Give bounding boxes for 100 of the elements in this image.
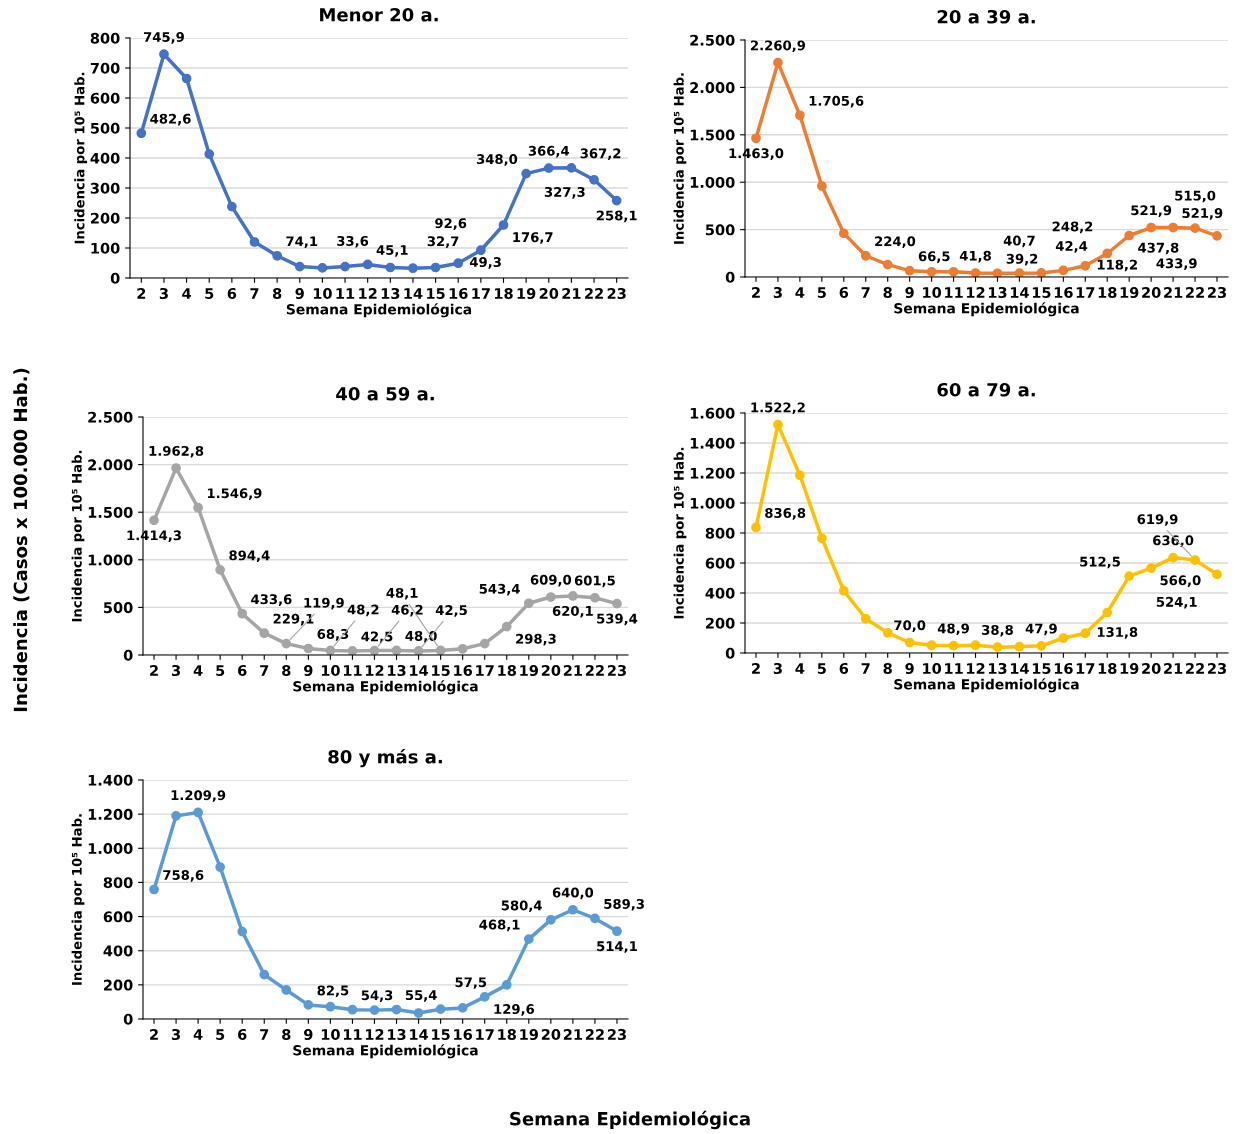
point: [860, 250, 871, 261]
y-axis-title: Incidencia por 10⁵ Hab.: [71, 450, 85, 622]
point: [1146, 563, 1157, 573]
x-tick-label: 22: [585, 1028, 604, 1040]
point: [237, 926, 248, 937]
point: [215, 862, 226, 872]
point: [1146, 222, 1157, 233]
point: [413, 646, 424, 655]
y-tick-label: 1.500: [88, 506, 133, 518]
data-label: 367,2: [580, 148, 621, 161]
data-label: 482,6: [150, 113, 191, 126]
point: [149, 884, 159, 895]
data-label: 258,1: [596, 210, 637, 223]
data-label: 619,9: [1137, 514, 1178, 526]
x-tick-label: 19: [1120, 286, 1139, 299]
chart-title: Menor 20 a.: [320, 7, 438, 22]
point: [611, 195, 622, 206]
x-tick-label: 5: [216, 665, 225, 677]
x-tick-label: 2: [137, 287, 146, 299]
point: [521, 168, 531, 179]
data-label: 433,9: [1156, 258, 1197, 270]
y-tick-label: 1.200: [88, 808, 133, 820]
x-tick-label: 16: [454, 664, 473, 677]
point: [926, 266, 937, 277]
x-tick-label: 7: [250, 288, 259, 299]
x-tick-label: 4: [795, 663, 805, 674]
point: [795, 470, 805, 481]
point: [948, 640, 959, 651]
data-label: 42,5: [361, 631, 393, 644]
data-label: 38,8: [982, 624, 1013, 637]
point: [992, 642, 1003, 653]
x-tick-label: 12: [967, 662, 985, 674]
x-tick-label: 15: [1032, 287, 1051, 299]
data-label: 589,3: [604, 898, 644, 911]
point: [476, 245, 486, 256]
point: [272, 250, 282, 261]
point: [347, 1004, 358, 1015]
point: [566, 162, 577, 173]
point: [159, 49, 169, 60]
point: [193, 807, 203, 818]
point: [317, 263, 328, 273]
y-tick-label: 1.400: [88, 774, 133, 786]
y-tick-label: 500: [705, 224, 735, 236]
x-tick-label: 11: [336, 288, 355, 299]
point: [1168, 552, 1178, 563]
point: [816, 181, 827, 191]
x-tick-label: 14: [410, 665, 429, 676]
x-tick-label: 3: [159, 287, 168, 300]
point: [568, 904, 578, 915]
point: [1014, 641, 1025, 652]
x-tick-label: 3: [171, 664, 180, 677]
y-axis-title: Incidencia por 10⁵ Hab.: [74, 72, 88, 244]
data-label: 433,6: [251, 594, 292, 606]
y-tick-label: 400: [90, 152, 120, 164]
data-label: 129,6: [494, 1004, 535, 1016]
point: [926, 640, 937, 651]
y-tick-label: 200: [705, 617, 735, 629]
point: [385, 262, 396, 273]
data-label: 437,8: [1138, 242, 1179, 255]
y-axis-title: Incidencia por 10⁵ Hab.: [673, 73, 687, 244]
point: [1036, 268, 1047, 277]
x-tick-label: 22: [1186, 286, 1204, 298]
x-tick-label: 4: [193, 665, 203, 676]
x-tick-label: 15: [432, 665, 450, 677]
y-tick-label: 2.000: [690, 82, 735, 94]
x-tick-label: 10: [923, 286, 942, 299]
x-tick-label: 11: [945, 663, 963, 674]
y-tick-label: 0: [123, 1013, 133, 1025]
y-tick-label: 1.500: [690, 129, 735, 141]
x-tick-label: 16: [1054, 662, 1073, 675]
x-tick-label: 22: [585, 664, 604, 676]
point: [773, 419, 783, 430]
x-tick-label: 6: [839, 286, 849, 299]
x-tick-label: 13: [381, 287, 400, 300]
point: [204, 149, 215, 159]
x-tick-label: 8: [272, 287, 282, 300]
x-tick-label: 10: [313, 287, 332, 300]
x-tick-label: 23: [607, 287, 626, 300]
data-label: 42,5: [435, 605, 467, 617]
point: [882, 259, 893, 270]
x-tick-label: 5: [205, 288, 214, 300]
x-tick-label: 21: [563, 1028, 583, 1040]
x-tick-label: 17: [1076, 287, 1095, 298]
point: [904, 637, 915, 648]
x-tick-label: 15: [432, 1029, 450, 1041]
point: [149, 515, 159, 526]
x-tick-label: 23: [1208, 662, 1227, 675]
point: [1102, 607, 1113, 618]
x-tick-label: 7: [861, 287, 870, 298]
point: [751, 522, 761, 533]
data-label: 348,0: [476, 154, 518, 166]
point: [882, 627, 893, 638]
point: [408, 263, 418, 274]
data-label: 66,5: [918, 251, 950, 263]
point: [1190, 223, 1200, 234]
chart-title: 40 a 59 a.: [336, 386, 434, 401]
data-label: 54,3: [361, 990, 393, 1002]
data-label: 176,7: [513, 232, 553, 244]
data-label: 118,2: [1097, 259, 1137, 272]
point: [816, 533, 827, 544]
